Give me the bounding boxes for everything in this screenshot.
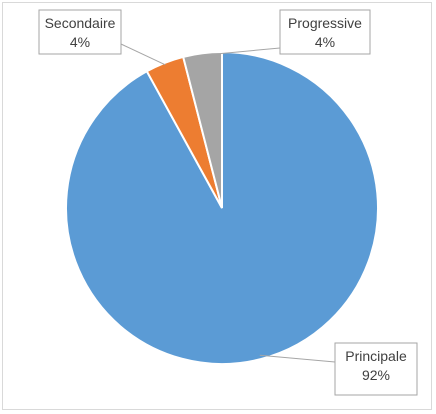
data-label-box <box>38 9 122 55</box>
data-label-box <box>279 9 371 55</box>
data-label-progressive: Progressive 4% <box>279 9 371 55</box>
data-label-category: Principale <box>345 348 407 364</box>
leader-line-secondaire <box>120 43 166 66</box>
leader-lines <box>120 43 336 363</box>
pie-slice-progressive <box>181 50 223 209</box>
data-label-value: 92% <box>362 367 390 383</box>
data-label-value: 4% <box>315 34 335 50</box>
data-label-category: Progressive <box>288 15 362 31</box>
data-labels: Principale 92% Secondaire 4% Progressive 4% <box>38 9 418 396</box>
data-label-principale: Principale 92% <box>334 342 418 396</box>
leader-line-principale <box>259 354 336 363</box>
leader-line-progressive <box>202 47 281 56</box>
data-label-category: Secondaire <box>45 15 116 31</box>
pie-slices <box>65 50 379 365</box>
data-label-value: 4% <box>70 34 90 50</box>
data-label-secondaire: Secondaire 4% <box>38 9 122 55</box>
data-label-box <box>334 342 418 396</box>
